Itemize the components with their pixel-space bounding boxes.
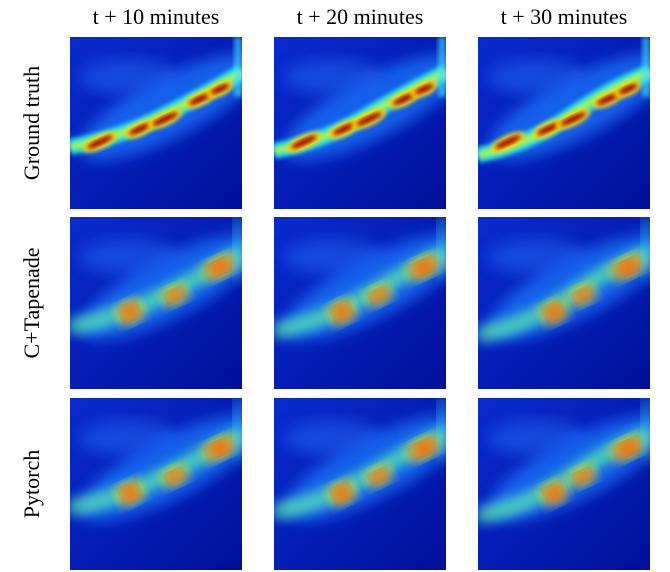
hotspot-core [412, 440, 436, 456]
hotspot-core [167, 289, 183, 301]
hotspot-core [87, 135, 113, 149]
hotspot-core [356, 112, 382, 126]
hotspot-core [167, 470, 183, 482]
hotspot-core [537, 123, 559, 135]
hotspot-core [291, 135, 317, 149]
row-label: C+Tapenade [19, 247, 44, 358]
hotspot-core [334, 485, 350, 501]
hotspot-core [616, 259, 640, 275]
hotspot-core [129, 123, 151, 135]
hotspot-core [208, 440, 232, 456]
hotspot-core [546, 304, 562, 320]
hotspot-core [122, 485, 138, 501]
edge-streak [234, 37, 242, 97]
hotspot-core [208, 259, 232, 275]
column-header: t + 20 minutes [297, 4, 424, 29]
row-label: Pytorch [19, 450, 44, 518]
heatmap-panel [274, 37, 446, 209]
edge-streak [234, 217, 242, 277]
hotspot-core [152, 112, 178, 126]
edge-streak [438, 37, 446, 97]
hotspot-core [210, 83, 230, 95]
hotspot-core [393, 93, 415, 105]
hotspot-core [122, 304, 138, 320]
hotspot-core [618, 83, 638, 95]
haze [80, 420, 180, 456]
hotspot-core [495, 135, 521, 149]
edge-streak [642, 37, 650, 97]
hotspot-core [616, 440, 640, 456]
edge-streak [642, 398, 650, 458]
haze [488, 239, 588, 275]
haze [284, 420, 384, 456]
heatmap-panel [274, 217, 446, 389]
heatmap-panel [70, 217, 242, 389]
edge-streak [438, 398, 446, 458]
hotspot-core [412, 259, 436, 275]
column-header: t + 30 minutes [501, 4, 628, 29]
hotspot-core [597, 93, 619, 105]
hotspot-core [333, 123, 355, 135]
hotspot-core [575, 289, 591, 301]
heatmap-panel [478, 217, 650, 389]
hotspot-core [334, 304, 350, 320]
column-header: t + 10 minutes [93, 4, 220, 29]
heatmap-panel [70, 398, 242, 570]
haze [80, 59, 180, 95]
edge-streak [438, 217, 446, 277]
hotspot-core [575, 470, 591, 482]
heatmap-panel [70, 37, 242, 209]
hotspot-core [371, 289, 387, 301]
haze [284, 239, 384, 275]
heatmap-panel [478, 398, 650, 570]
haze [80, 239, 180, 275]
edge-streak [642, 217, 650, 277]
hotspot-core [414, 83, 434, 95]
hotspot-core [546, 485, 562, 501]
hotspot-core [560, 112, 586, 126]
hotspot-core [371, 470, 387, 482]
hotspot-core [189, 93, 211, 105]
heatmap-panel [478, 37, 650, 209]
haze [284, 59, 384, 95]
heatmap-panel [274, 398, 446, 570]
haze [488, 420, 588, 456]
row-label: Ground truth [19, 66, 44, 180]
edge-streak [234, 398, 242, 458]
haze [488, 59, 588, 95]
